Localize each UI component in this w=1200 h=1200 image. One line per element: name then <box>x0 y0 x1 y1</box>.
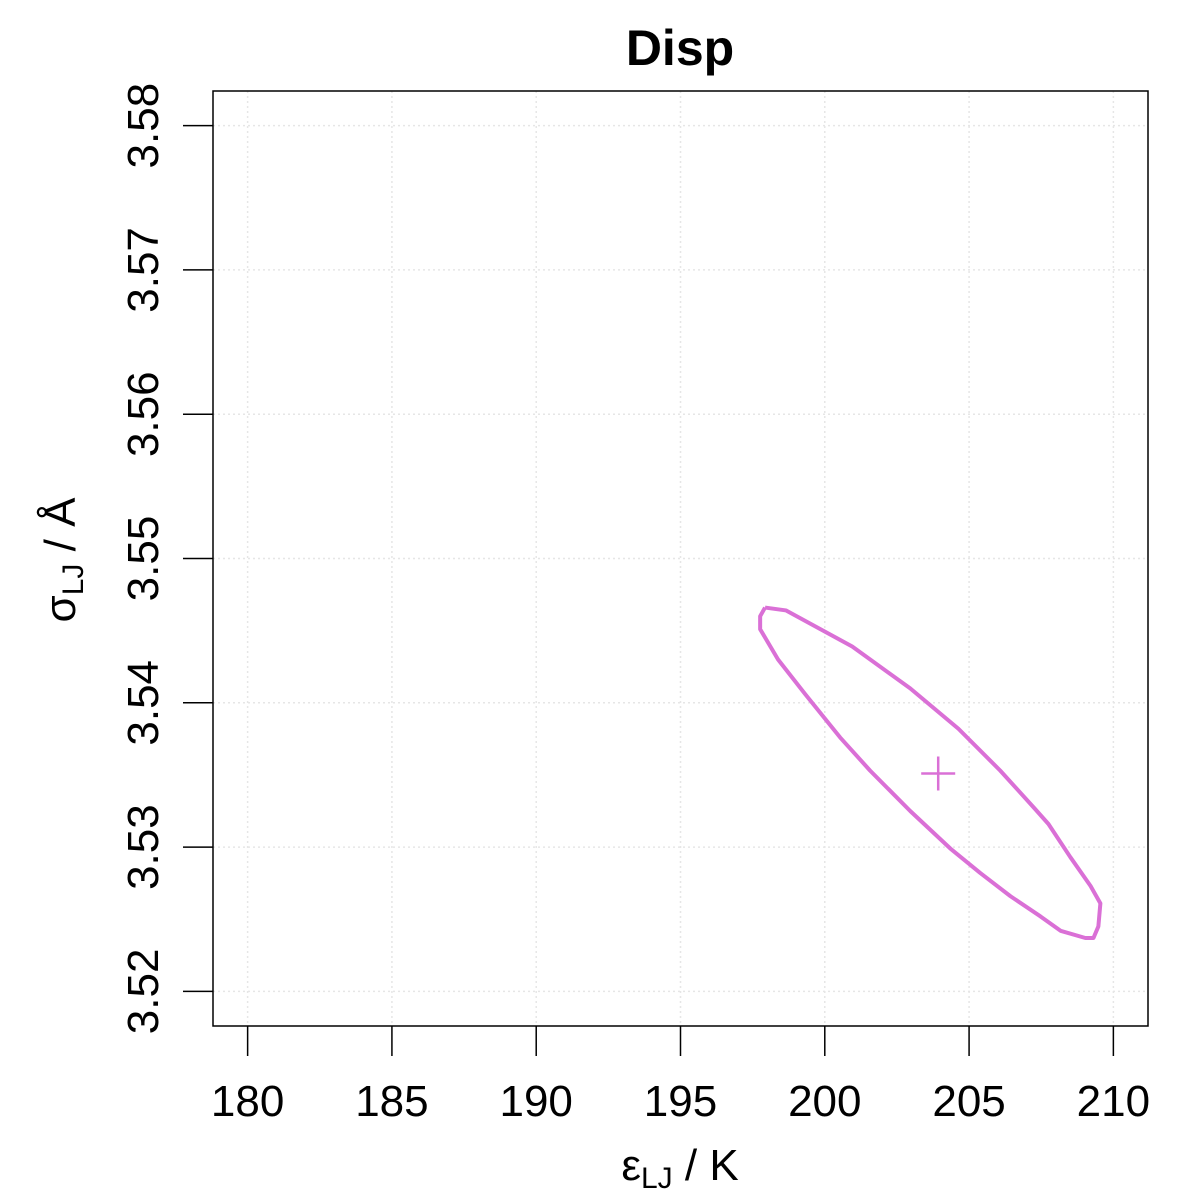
contour-line <box>758 605 1103 940</box>
estimate-point <box>921 756 956 791</box>
y-tick-label: 3.57 <box>119 227 168 313</box>
x-label-unit: / K <box>673 1141 739 1190</box>
y-label-subscript: LJ <box>57 564 90 596</box>
plot-marks <box>758 605 1103 940</box>
y-axis-label: σLJ / Å <box>36 497 90 623</box>
chart-title: Disp <box>626 20 734 76</box>
x-label-symbol: ε <box>621 1141 641 1190</box>
x-tick-label: 210 <box>1077 1077 1150 1126</box>
grid <box>213 91 1148 1026</box>
y-label-unit: / Å <box>36 497 85 564</box>
x-axis-label: εLJ / K <box>621 1141 738 1195</box>
y-label-symbol: σ <box>36 595 85 622</box>
x-tick-label: 180 <box>211 1077 284 1126</box>
y-tick-label: 3.58 <box>119 83 168 169</box>
x-tick-label: 190 <box>499 1077 572 1126</box>
x-tick-label: 205 <box>932 1077 1005 1126</box>
x-tick-label: 195 <box>644 1077 717 1126</box>
y-tick-label: 3.53 <box>119 804 168 890</box>
x-label-subscript: LJ <box>641 1162 673 1195</box>
x-tick-label: 200 <box>788 1077 861 1126</box>
y-tick-label: 3.56 <box>119 371 168 457</box>
x-tick-label: 185 <box>355 1077 428 1126</box>
y-tick-label: 3.55 <box>119 516 168 602</box>
y-tick-label: 3.52 <box>119 949 168 1035</box>
y-tick-label: 3.54 <box>119 660 168 746</box>
